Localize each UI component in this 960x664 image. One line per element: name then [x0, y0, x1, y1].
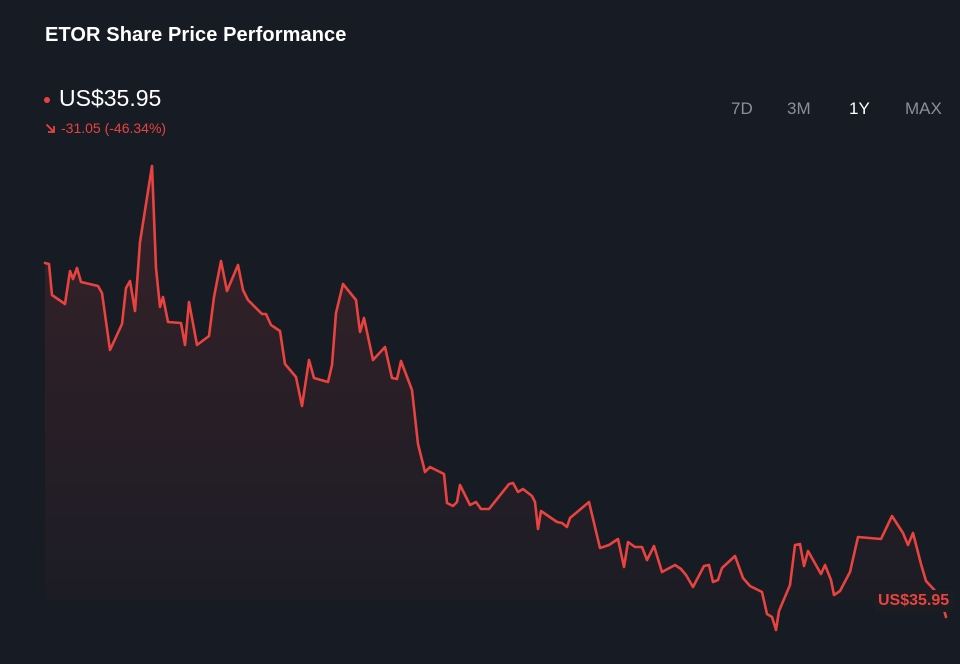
- current-price: US$35.95: [59, 85, 162, 111]
- arrow-down-right-icon: [45, 123, 55, 133]
- price-change-value: -31.05 (-46.34%): [61, 120, 167, 136]
- current-price-row: US$35.95: [44, 85, 161, 112]
- range-max[interactable]: MAX: [905, 99, 942, 118]
- range-7d[interactable]: 7D: [731, 99, 753, 118]
- price-area-fill: [45, 166, 946, 630]
- live-dot-icon: [44, 96, 50, 103]
- last-price-label: US$35.95: [874, 590, 954, 612]
- chart-title: ETOR Share Price Performance: [45, 24, 347, 46]
- range-1y[interactable]: 1Y: [849, 99, 870, 118]
- price-line: [43, 164, 948, 632]
- range-3m[interactable]: 3M: [787, 99, 811, 118]
- range-selector: 7D 3M 1Y MAX: [0, 99, 960, 123]
- price-change: -31.05 (-46.34%): [45, 120, 166, 136]
